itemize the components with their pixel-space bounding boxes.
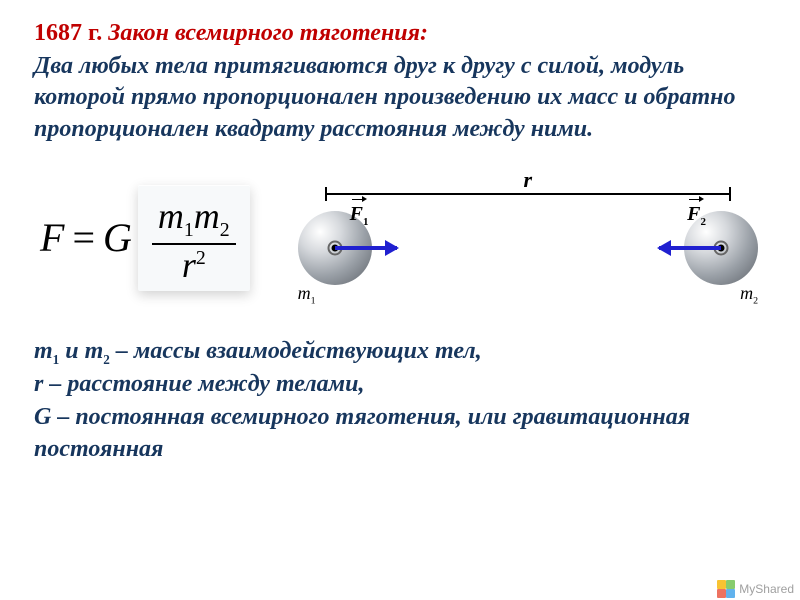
distance-label: r <box>524 167 533 193</box>
leg1-post: – массы взаимодействующих тел, <box>110 338 482 364</box>
f1-base: F <box>350 203 363 225</box>
den-r: r <box>182 245 196 285</box>
fraction: m1m2 r2 <box>152 196 236 285</box>
fraction-numerator: m1m2 <box>152 196 236 243</box>
num-m1: m <box>158 196 184 236</box>
watermark-icon <box>717 580 735 598</box>
m2-sub: 2 <box>753 296 758 307</box>
num-m2: m <box>194 196 220 236</box>
f2-base: F <box>687 203 700 225</box>
formula-equals: = <box>72 214 95 261</box>
den-exp: 2 <box>196 247 206 269</box>
mass-label-1: m1 <box>298 283 316 307</box>
formula-lhs: F <box>40 214 64 261</box>
leg1-pre: m <box>34 338 53 364</box>
m1-sub: 1 <box>311 296 316 307</box>
title-line: 1687 г. Закон всемирного тяготения: <box>34 18 766 49</box>
watermark: MyShared <box>717 580 794 598</box>
law-name-text: Закон всемирного тяготения: <box>108 20 428 46</box>
distance-line <box>325 193 731 195</box>
spheres-row: F1 m1 F2 <box>290 211 766 285</box>
force-arrow-2 <box>659 246 721 250</box>
legend-line-3: G – постоянная всемирного тяготения, или… <box>34 401 766 466</box>
sphere-1-box: F1 m1 <box>290 211 380 285</box>
num-sub1: 1 <box>184 219 194 241</box>
law-definition: Два любых тела притягиваются друг к друг… <box>34 51 766 145</box>
force-label-1: F1 <box>350 203 369 228</box>
formula-and-diagram-row: F = G m1m2 r2 r <box>40 163 766 313</box>
m1-base: m <box>298 283 311 303</box>
num-sub2: 2 <box>220 219 230 241</box>
year-text: 1687 г. <box>34 20 102 46</box>
vector-bar-2 <box>689 199 702 201</box>
fraction-panel: m1m2 r2 <box>138 185 250 291</box>
fraction-denominator: r2 <box>176 245 212 285</box>
mass-label-2: m2 <box>740 283 758 307</box>
formula-g: G <box>103 214 132 261</box>
sphere-1: F1 <box>298 211 372 285</box>
sphere-2-box: F2 m2 <box>676 211 766 285</box>
f1-sub: 1 <box>363 216 369 228</box>
gravitation-formula: F = G m1m2 r2 <box>40 185 250 291</box>
sphere-2: F2 <box>684 211 758 285</box>
legend-line-1: m1 и m2 – массы взаимодействующих тел, <box>34 335 766 369</box>
force-label-2: F2 <box>687 203 706 228</box>
legend-block: m1 и m2 – массы взаимодействующих тел, r… <box>34 335 766 466</box>
leg1-mid: и m <box>59 338 103 364</box>
slide-page: 1687 г. Закон всемирного тяготения: Два … <box>0 0 800 466</box>
m2-base: m <box>740 283 753 303</box>
force-arrow-1 <box>335 246 397 250</box>
vector-bar-1 <box>352 199 365 201</box>
leg1-sub2: 2 <box>103 352 110 367</box>
formula-block: F = G m1m2 r2 <box>40 185 250 291</box>
f2-sub: 2 <box>701 216 707 228</box>
legend-line-2: r – расстояние между телами, <box>34 368 766 400</box>
two-body-diagram: r F1 m1 <box>290 163 766 313</box>
watermark-text: MyShared <box>739 582 794 596</box>
